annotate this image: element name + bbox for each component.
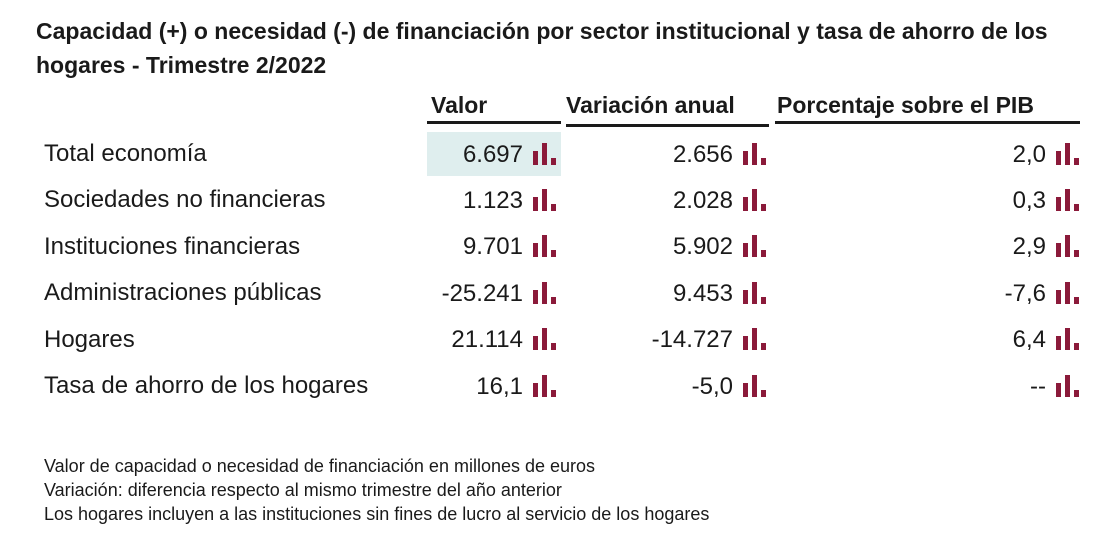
value-text: 2.028 <box>672 187 733 215</box>
bar-chart-icon[interactable] <box>1054 281 1082 304</box>
table-row: Hogares 21.114 -14.727 6,4 <box>0 317 1114 363</box>
value-text: -25.241 <box>441 279 523 307</box>
cell-valor: 1.123 <box>427 178 561 222</box>
cell-porcentaje: -7,6 <box>775 271 1084 315</box>
cell-valor: -25.241 <box>427 271 561 315</box>
row-label: Total economía <box>44 140 207 167</box>
cell-valor: 16,1 <box>427 364 561 408</box>
cell-valor: 9.701 <box>427 225 561 269</box>
value-text: 5.902 <box>672 233 733 261</box>
table-header: Valor Variación anual Porcentaje sobre e… <box>0 86 1114 127</box>
bar-chart-icon[interactable] <box>531 235 559 258</box>
column-header-porcentaje[interactable]: Porcentaje sobre el PIB <box>775 86 1080 124</box>
row-label: Tasa de ahorro de los hogares <box>44 371 369 399</box>
bar-chart-icon[interactable] <box>741 142 769 165</box>
bar-chart-icon[interactable] <box>741 374 769 397</box>
value-text: 6,4 <box>1012 326 1046 354</box>
bar-chart-icon[interactable] <box>741 328 769 351</box>
value-text: 6.697 <box>462 140 523 168</box>
footnote: Valor de capacidad o necesidad de financ… <box>44 456 596 476</box>
bar-chart-icon[interactable] <box>531 189 559 212</box>
cell-porcentaje: 2,0 <box>775 132 1084 176</box>
cell-porcentaje: 2,9 <box>775 225 1084 269</box>
table-row: Administraciones públicas -25.241 9.453 … <box>0 270 1114 316</box>
bar-chart-icon[interactable] <box>1054 235 1082 258</box>
value-text: -7,6 <box>1004 279 1046 307</box>
bar-chart-icon[interactable] <box>741 281 769 304</box>
bar-chart-icon[interactable] <box>1054 189 1082 212</box>
bar-chart-icon[interactable] <box>531 374 559 397</box>
footnote: Variación: diferencia respecto al mismo … <box>44 480 562 500</box>
value-text: 9.453 <box>672 279 733 307</box>
table-row: Instituciones financieras 9.701 5.902 2,… <box>0 224 1114 270</box>
value-text: 2,0 <box>1012 140 1046 168</box>
value-text: 2.656 <box>672 140 733 168</box>
cell-porcentaje: -- <box>775 364 1084 408</box>
column-header-variacion[interactable]: Variación anual <box>566 86 769 127</box>
table-row: Sociedades no financieras 1.123 2.028 0,… <box>0 177 1114 223</box>
value-text: 16,1 <box>476 372 523 400</box>
value-text: -5,0 <box>691 372 733 400</box>
bar-chart-icon[interactable] <box>531 328 559 351</box>
bar-chart-icon[interactable] <box>1054 142 1082 165</box>
cell-variacion: -14.727 <box>566 318 771 362</box>
cell-valor: 6.697 <box>427 132 561 176</box>
row-label: Instituciones financieras <box>44 232 301 260</box>
bar-chart-icon[interactable] <box>1054 374 1082 397</box>
page-title: Capacidad (+) o necesidad (-) de financi… <box>36 18 1048 78</box>
cell-porcentaje: 6,4 <box>775 318 1084 362</box>
row-label: Hogares <box>44 325 135 353</box>
table-row: Total economía 6.697 2.656 2,0 <box>0 131 1114 177</box>
value-text: 9.701 <box>462 233 523 261</box>
row-label: Sociedades no financieras <box>44 186 326 214</box>
cell-variacion: 9.453 <box>566 271 771 315</box>
value-text: -14.727 <box>651 326 733 354</box>
value-text: 2,9 <box>1012 233 1046 261</box>
table-body: Total economía 6.697 2.656 2,0 Sociedade… <box>0 131 1114 409</box>
bar-chart-icon[interactable] <box>531 142 559 165</box>
value-text: 21.114 <box>451 326 523 354</box>
footnotes: Valor de capacidad o necesidad de financ… <box>44 454 709 526</box>
footnote: Los hogares incluyen a las instituciones… <box>44 504 710 524</box>
table-row: Tasa de ahorro de los hogares 16,1 -5,0 … <box>0 363 1114 409</box>
cell-variacion: -5,0 <box>566 364 771 408</box>
cell-variacion: 2.028 <box>566 178 771 222</box>
bar-chart-icon[interactable] <box>741 235 769 258</box>
column-header-valor[interactable]: Valor <box>427 86 561 124</box>
bar-chart-icon[interactable] <box>531 281 559 304</box>
value-text: -- <box>1030 372 1046 400</box>
cell-valor: 21.114 <box>427 318 561 362</box>
value-text: 0,3 <box>1012 187 1046 215</box>
row-label: Administraciones públicas <box>44 279 322 307</box>
bar-chart-icon[interactable] <box>1054 328 1082 351</box>
cell-porcentaje: 0,3 <box>775 178 1084 222</box>
value-text: 1.123 <box>462 187 523 215</box>
cell-variacion: 2.656 <box>566 132 771 176</box>
bar-chart-icon[interactable] <box>741 189 769 212</box>
cell-variacion: 5.902 <box>566 225 771 269</box>
